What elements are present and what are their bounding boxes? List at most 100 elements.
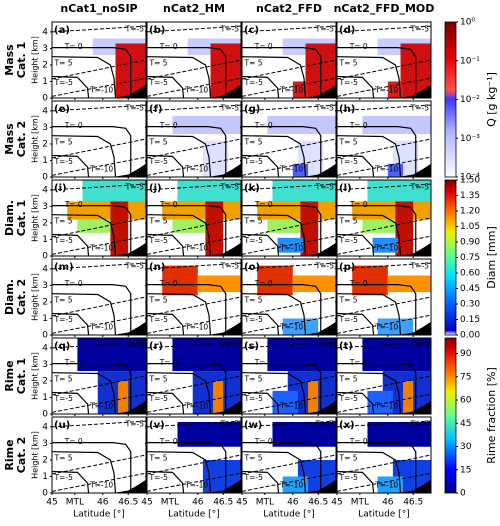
contour-label: T=-5 — [410, 419, 430, 428]
field-patch — [403, 380, 414, 414]
colorbar-tick-label: 1.35 — [460, 191, 480, 201]
field-patch — [377, 476, 404, 493]
terrain — [207, 400, 241, 414]
contour-label: T=-10 — [184, 481, 208, 490]
y-axis-label: Height [km] — [31, 36, 40, 84]
terrain — [397, 479, 431, 493]
colorbar-tick-label: 10⁻² — [460, 95, 480, 105]
panel: T= 0 T=-5 T= 5 T=-5 T=-10 — [242, 259, 336, 335]
contour-dashed — [242, 183, 336, 191]
contour-label: T=-5 — [410, 182, 430, 191]
contour-dashed — [147, 314, 241, 334]
panel-frame — [336, 416, 432, 494]
panel-frame — [241, 416, 337, 494]
contour-label: T= 0 — [159, 200, 178, 209]
contour-label: T= 0 — [64, 121, 83, 130]
contour-dashed — [242, 217, 336, 238]
y-axis-label: Height [km] — [31, 352, 40, 400]
contour-t5 — [52, 214, 117, 256]
contour-dashed — [242, 59, 336, 80]
row-label: Cat. 1 — [15, 42, 28, 78]
panel-letter: (m) — [54, 262, 74, 273]
row-label: Rime — [3, 439, 16, 470]
contour-dashed — [147, 262, 241, 270]
contour-label: T=-10 — [184, 165, 208, 174]
colorbar-label: Rime fraction [%] — [485, 367, 498, 463]
field-patch — [362, 115, 431, 135]
contour-t0 — [337, 442, 417, 493]
contour-label: T= 0 — [159, 358, 178, 367]
panel-frame — [146, 337, 242, 415]
panel-letter: (k) — [244, 183, 260, 194]
colorbar — [444, 179, 457, 336]
terrain — [397, 242, 431, 256]
contour-label: T= 5 — [54, 295, 73, 304]
contour-label: T=-5 — [149, 473, 169, 482]
panel-frame — [146, 100, 242, 178]
contour-label: T=-10 — [374, 323, 398, 332]
contour-t5 — [337, 451, 402, 493]
field-patch — [282, 318, 319, 335]
contour-label: T=-5 — [149, 78, 169, 87]
contour-label: T= 5 — [149, 216, 168, 225]
colorbar-tick-label: 30 — [460, 442, 472, 452]
contour-label: T=-5 — [315, 340, 335, 349]
panel: T= 0 T=-5 T= 5 T=-5 T=-10 — [147, 101, 241, 177]
contour-dashed — [337, 472, 431, 492]
x-axis-label: Latitude [°] — [73, 510, 124, 520]
contour-label: T= 0 — [349, 279, 368, 288]
panel: T= 0 T=-5 T= 5 T=-5 T=-10 — [52, 180, 146, 256]
colorbar — [444, 337, 457, 494]
row-label: Diam. — [3, 200, 16, 236]
x-tick-label: 46 — [382, 498, 394, 508]
terrain — [302, 242, 336, 256]
contour-label: T=-5 — [410, 24, 430, 33]
contour-label: T=-10 — [279, 165, 303, 174]
contour-label: T= 0 — [254, 279, 273, 288]
contour-label: T= 5 — [54, 374, 73, 383]
contour-label: T= 0 — [64, 437, 83, 446]
field-patch — [172, 338, 241, 372]
colorbar-tick-label: 45 — [460, 419, 471, 429]
contour-dashed — [242, 314, 336, 334]
panel-frame — [51, 337, 147, 415]
y-tick-label: 2 — [42, 218, 48, 228]
y-axis-label: Height [km] — [31, 431, 40, 479]
contour-label: T=-5 — [149, 394, 169, 403]
panel-letter: (f) — [149, 104, 163, 115]
panel: T= 0 T=-5 T= 5 T=-5 T=-10 — [52, 259, 146, 335]
contour-t0 — [52, 363, 132, 414]
contour-dashed — [242, 235, 336, 255]
contour-label: T=-5 — [54, 315, 74, 324]
contour-t5 — [242, 372, 307, 414]
contour-dashed — [337, 104, 431, 112]
contour-t0 — [242, 205, 322, 256]
contour-label: T=-10 — [89, 165, 113, 174]
contour-t5 — [242, 135, 307, 177]
row-label: Cat. 2 — [15, 437, 28, 473]
contour-t5 — [52, 293, 117, 335]
panel: T= 0 T=-5 T= 5 T=-5 T=-10 — [242, 180, 336, 256]
row-label: Cat. 1 — [15, 200, 28, 236]
y-tick-label: 0 — [42, 252, 48, 262]
y-tick-label: 3 — [42, 439, 48, 449]
y-tick-label: 1 — [42, 472, 48, 482]
y-tick-label: 4 — [42, 422, 48, 432]
contour-dashed — [147, 454, 241, 475]
panel-frame — [241, 21, 337, 99]
contour-dashed — [52, 138, 146, 159]
x-axis-label: Latitude [°] — [358, 510, 409, 520]
x-tick-label: 45 — [236, 498, 247, 508]
contour-t5 — [147, 56, 212, 98]
colorbar-label: Q [g kg⁻¹] — [485, 72, 498, 127]
y-tick-label: 4 — [42, 343, 48, 353]
y-tick-label: 2 — [42, 139, 48, 149]
contour-dashed — [337, 341, 431, 349]
field-patch — [267, 338, 336, 372]
panel: T= 0 T=-5 T= 5 T=-5 T=-10 — [52, 338, 146, 414]
contour-dashed — [52, 262, 146, 270]
contour-label: T=-5 — [315, 103, 335, 112]
contour-label: T=-5 — [125, 103, 145, 112]
contour-label: T= 5 — [54, 58, 73, 67]
x-tick-label: 45 — [331, 498, 342, 508]
